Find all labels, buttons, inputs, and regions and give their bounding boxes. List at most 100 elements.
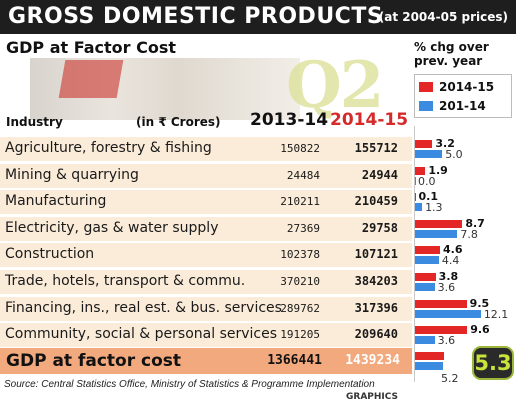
bar-label-201-14: 12.1 [483, 307, 509, 321]
industry-name: Trade, hotels, transport & commu. [5, 273, 246, 289]
graphics-credit: GRAPHICS [346, 392, 399, 402]
gdp-2013-14: 27369 [286, 221, 320, 235]
header-banner: GROSS DOMESTIC PRODUCTS (at 2004-05 pric… [0, 0, 516, 34]
bar-201-14 [415, 150, 443, 158]
bar-2014-15 [415, 246, 441, 255]
column-header-2014-15: 2014-15 [330, 110, 409, 130]
table-row-background [0, 163, 412, 188]
bar-label-2014-15: 3.8 [438, 270, 459, 283]
table-row: Electricity, gas & water supply 27369 2975… [0, 216, 412, 242]
table-row: Mining & quarrying 24484 24944 [0, 163, 412, 189]
gdp-2014-15: 209640 [354, 327, 398, 342]
table-row-background [0, 216, 412, 241]
table-row: Community, social & personal services 191… [0, 322, 412, 348]
industry-name: Financing, ins., real est. & bus. servic… [5, 299, 282, 316]
total-value-2013-14: 1366441 [267, 353, 322, 368]
table-row-background [0, 190, 412, 215]
bar-201-14 [415, 336, 435, 345]
industry-name: Electricity, gas & water supply [5, 219, 219, 236]
bar-2014-15 [415, 193, 416, 202]
table-row: Manufacturing 210211 210459 [0, 189, 412, 215]
legend-label-current: 2014-15 [439, 80, 495, 94]
section-title: GDP at Factor Cost [6, 38, 177, 57]
gdp-2013-14: 24484 [286, 168, 320, 182]
industry-name: Agriculture, forestry & fishing [5, 140, 212, 156]
gdp-2014-15: 107121 [354, 247, 398, 262]
gdp-2014-15: 155712 [354, 141, 398, 155]
legend-swatch-current [419, 82, 433, 92]
bar-label-201-14: 1.3 [425, 201, 443, 215]
bar-label-201-14: 3.6 [437, 281, 456, 294]
table-row: Financing, ins., real est. & bus. servic… [0, 296, 412, 322]
gdp-2014-15: 24944 [361, 167, 398, 182]
legend-swatch-previous [419, 101, 433, 111]
legend-heading-line2: prev. year [414, 54, 483, 68]
gdp-2014-15: 384203 [354, 274, 398, 288]
bar-201-14 [415, 309, 481, 318]
table-row-background [0, 323, 412, 348]
legend-item-current: 2014-15 [419, 80, 494, 94]
industry-name: Community, social & personal services [5, 326, 278, 343]
bar-201-14 [415, 283, 435, 291]
bar-2014-15 [415, 140, 433, 148]
column-header-industry: Industry [6, 115, 63, 129]
bar-201-14 [415, 229, 458, 238]
bar-label-201-14: 0.0 [418, 174, 436, 188]
gdp-2014-15: 29758 [361, 220, 398, 235]
table-row-background [0, 296, 412, 321]
industry-name: Construction [5, 246, 95, 263]
total-value-2014-15: 1439234 [345, 353, 400, 368]
total-change-2014-15: 5.3 [474, 351, 512, 375]
source-note: Source: Central Statistics Office, Minis… [4, 379, 375, 390]
legend-heading: % chg over prev. year [414, 40, 489, 68]
gdp-2013-14: 191205 [280, 328, 320, 342]
bar-label-2014-15: 8.7 [465, 216, 485, 230]
bar-label-201-14: 3.6 [437, 334, 456, 348]
bar-201-14 [415, 176, 416, 185]
table-row-background [0, 270, 412, 294]
table-row-background [0, 243, 412, 268]
bar-label-2014-15: 1.9 [428, 163, 448, 177]
change-bars-panel: 3.2 5.0 1.9 0.0 0.1 1.3 8.7 7.8 4.6 4.4 3.8 3.6 9.5 1… [414, 126, 516, 385]
table-row: Construction 102378 107121 [0, 242, 412, 268]
chart-title: GROSS DOMESTIC PRODUCTS [8, 4, 384, 29]
legend-heading-line1: % chg over [414, 40, 489, 54]
bar-label-201-14: 4.4 [441, 254, 460, 268]
bar-2014-15 [415, 273, 436, 281]
gdp-2013-14: 210211 [280, 195, 320, 209]
total-label: GDP at factor cost [6, 351, 182, 371]
bar-total-2014-15 [415, 352, 444, 360]
chart-subtitle: (at 2004-05 prices) [378, 10, 508, 24]
bar-label-2014-15: 4.6 [443, 243, 463, 257]
gdp-2013-14: 289762 [280, 301, 320, 315]
bar-label-201-14: 7.8 [460, 227, 478, 241]
gdp-2013-14: 150822 [280, 142, 320, 155]
total-change-badge: 5.3 [472, 346, 514, 380]
bar-total-201-14 [415, 362, 444, 370]
gdp-2013-14: 370210 [280, 275, 320, 288]
legend-label-previous: 201-14 [439, 99, 486, 113]
bar-label-2014-15: 3.2 [435, 137, 455, 150]
gdp-2014-15: 317396 [354, 300, 398, 315]
bar-201-14 [415, 203, 423, 212]
bar-label-201-14: 5.0 [445, 148, 463, 161]
total-row: GDP at factor cost 1366441 1439234 [0, 348, 412, 374]
bar-2014-15 [415, 166, 426, 175]
bar-label-total-201-14: 5.2 [441, 372, 459, 385]
industry-name: Manufacturing [5, 193, 107, 210]
bar-label-2014-15: 9.6 [470, 323, 490, 337]
background-photo-accent [58, 60, 124, 98]
legend: 2014-15 201-14 [414, 74, 512, 118]
industry-name: Mining & quarrying [5, 166, 139, 183]
column-header-2013-14: 2013-14 [250, 110, 329, 130]
bar-201-14 [415, 256, 439, 265]
legend-item-previous: 201-14 [419, 99, 486, 113]
column-header-unit: (in ₹ Crores) [136, 115, 221, 129]
bar-label-2014-15: 9.5 [469, 296, 490, 310]
bar-label-2014-15: 0.1 [418, 190, 439, 204]
table-row: Trade, hotels, transport & commu. 370210 3… [0, 269, 412, 295]
q2-watermark: Q2 [286, 48, 384, 123]
bar-2014-15 [415, 326, 468, 335]
bar-2014-15 [415, 299, 467, 308]
table-row-background [0, 137, 412, 161]
